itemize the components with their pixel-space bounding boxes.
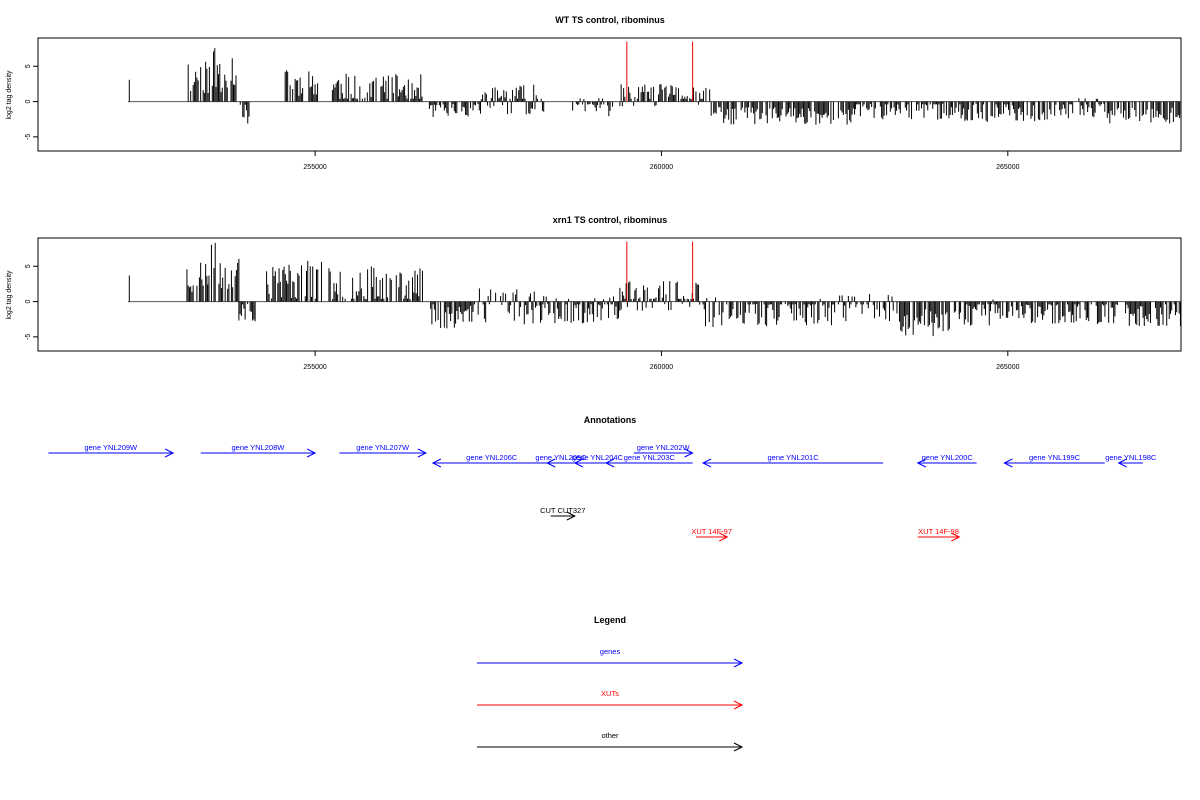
feature-label: gene YNL199C xyxy=(1029,453,1081,462)
arrow-head xyxy=(431,458,442,468)
annotation-feature: gene YNL209W xyxy=(48,443,175,458)
feature-label: CUT CUT327 xyxy=(540,506,585,515)
arrow-head xyxy=(573,458,584,468)
feature-label: gene YNL207W xyxy=(356,443,410,452)
y-tick-label: 5 xyxy=(25,264,32,268)
annotation-feature: gene YNL199C xyxy=(1003,453,1105,468)
legend-item: XUTs xyxy=(477,689,744,710)
arrow-head xyxy=(566,511,576,521)
arrow-head xyxy=(604,458,615,468)
x-tick-label: 255000 xyxy=(303,364,326,371)
annotation-feature: CUT CUT327 xyxy=(540,506,585,521)
feature-label: gene YNL209W xyxy=(84,443,138,452)
arrow-head xyxy=(733,658,744,668)
feature-label: gene YNL200C xyxy=(922,453,974,462)
arrow-head xyxy=(1003,458,1013,468)
annotation-feature: gene YNL201C xyxy=(701,453,884,468)
annotation-feature: gene YNL203C xyxy=(604,453,693,468)
arrow-head xyxy=(701,458,712,468)
feature-label: gene YNL198C xyxy=(1105,453,1157,462)
arrow-head xyxy=(916,458,926,468)
annotation-feature: gene YNL207W xyxy=(339,443,428,458)
legend: Legend genes XUTs other xyxy=(477,615,744,752)
annotation-feature: XUT 14F-97 xyxy=(691,527,732,542)
arrow-head xyxy=(733,742,744,752)
feature-label: gene YNL208W xyxy=(232,443,286,452)
y-tick-label: -5 xyxy=(25,134,32,140)
panel-wt-ts-control: WT TS control, ribominus log2 tag densit… xyxy=(6,15,1182,171)
arrow-head xyxy=(733,700,744,710)
x-tick-label: 265000 xyxy=(996,364,1019,371)
arrow-head xyxy=(719,532,729,542)
y-tick-label: 0 xyxy=(25,100,32,104)
arrow-head xyxy=(951,532,961,542)
y-axis-label: log2 tag density xyxy=(6,70,13,120)
feature-label: gene YNL206C xyxy=(466,453,518,462)
feature-label: gene YNL204C xyxy=(572,453,624,462)
annotation-feature: XUT 14F-98 xyxy=(917,527,961,542)
y-axis-label: log2 tag density xyxy=(6,270,13,320)
legend-label: genes xyxy=(600,647,621,656)
annotation-feature: gene YNL198C xyxy=(1105,453,1157,468)
feature-label: gene YNL205C xyxy=(535,453,587,462)
legend-title: Legend xyxy=(594,615,626,625)
panel-title: xrn1 TS control, ribominus xyxy=(553,215,668,225)
feature-label: gene YNL203C xyxy=(624,453,676,462)
panel-xrn1-ts-control: xrn1 TS control, ribominus log2 tag dens… xyxy=(6,215,1182,371)
x-tick-label: 260000 xyxy=(650,364,673,371)
plot-frame xyxy=(37,237,1182,352)
annotations-title: Annotations xyxy=(584,415,637,425)
legend-item: other xyxy=(477,731,744,752)
legend-label: other xyxy=(601,731,619,740)
annotation-feature: gene YNL202W xyxy=(633,443,694,458)
legend-label: XUTs xyxy=(601,689,619,698)
x-tick-label: 260000 xyxy=(650,164,673,171)
x-tick-label: 265000 xyxy=(996,164,1019,171)
arrow-head xyxy=(417,448,428,458)
annotation-feature: gene YNL204C xyxy=(572,453,624,468)
annotation-items: gene YNL209W gene YNL208W gene YNL207W gene… xyxy=(48,443,1157,542)
y-tick-label: 5 xyxy=(25,64,32,68)
annotation-feature: gene YNL208W xyxy=(200,443,317,458)
panel-title: WT TS control, ribominus xyxy=(555,15,665,25)
annotation-feature: gene YNL206C xyxy=(431,453,551,468)
arrow-head xyxy=(546,458,556,468)
y-tick-label: 0 xyxy=(25,300,32,304)
plot-frame xyxy=(37,37,1182,152)
arrow-head xyxy=(306,448,317,458)
bar-group xyxy=(128,41,1182,125)
arrow-head xyxy=(1117,458,1127,468)
axis-group: -5 0 5 255000 260000 265000 xyxy=(25,264,1020,371)
feature-label: XUT 14F-98 xyxy=(918,527,959,536)
annotation-feature: gene YNL200C xyxy=(916,453,977,468)
legend-items: genes XUTs other xyxy=(477,647,744,752)
annotation-feature: gene YNL205C xyxy=(535,453,587,468)
annotations-track: Annotations gene YNL209W gene YNL208W gene… xyxy=(48,415,1157,542)
axis-group: -5 0 5 255000 260000 265000 xyxy=(25,64,1020,171)
arrow-head xyxy=(164,448,175,458)
arrow-head xyxy=(684,448,694,458)
y-tick-label: -5 xyxy=(25,334,32,340)
feature-label: gene YNL201C xyxy=(767,453,819,462)
feature-label: XUT 14F-97 xyxy=(691,527,732,536)
x-tick-label: 255000 xyxy=(303,164,326,171)
feature-label: gene YNL202W xyxy=(637,443,691,452)
legend-item: genes xyxy=(477,647,744,668)
bar-group xyxy=(128,241,1181,337)
